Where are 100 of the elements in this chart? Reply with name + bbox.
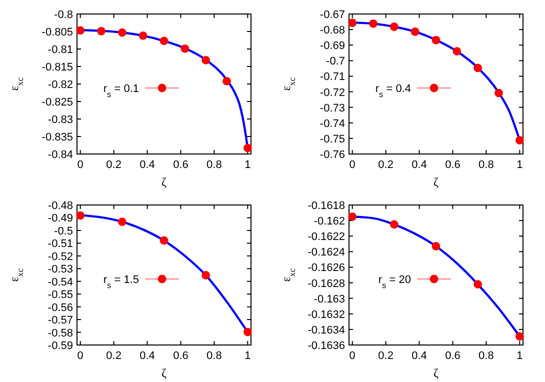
point [118,28,126,37]
x-tick-label: 0.4 [140,350,155,362]
x-tick-label: 0.8 [206,350,222,362]
y-tick-label: -0.8 [54,9,73,21]
point [515,332,524,341]
point [390,220,398,229]
x-tick-label: 0.6 [173,159,188,171]
point [76,26,85,35]
y-tick-label: -0.71 [320,71,345,84]
legend-label: r$_{s}$ = 1.5 [103,274,139,290]
point [243,144,252,152]
x-tick-label: 0 [77,350,84,362]
point [410,28,420,36]
y-tick-label: -0.76 [320,149,345,161]
x-tick-label: 0.2 [106,159,122,171]
point [515,136,524,145]
point [202,56,210,64]
point [243,328,252,336]
y-tick-label: -0.1622 [308,231,345,244]
x-axis-title: ζ [434,366,439,380]
y-tick-label: -0.5 [54,225,73,238]
y-tick-label: -0.55 [48,289,73,302]
y-tick-label: -0.75 [320,133,345,146]
point [202,271,210,280]
y-tick-label: -0.52 [48,250,73,263]
point [138,32,148,40]
point [348,212,357,221]
x-axis-title: ζ [434,175,439,189]
y-tick-label: -0.83 [48,114,73,126]
x-tick-label: 0.8 [478,159,494,171]
y-tick-label: -0.68 [320,24,345,37]
x-tick-label: 0 [349,159,356,171]
y-tick-label: -0.57 [48,314,73,327]
y-tick-label: -0.835 [42,132,73,144]
legend-label: r$_{s}$ = 0.1 [103,83,139,98]
y-tick-label: -0.51 [48,238,73,250]
x-axis-title: ζ [162,175,167,189]
legend-label: r$_{s}$ = 0.4 [375,83,411,98]
y-tick-label: -0.58 [48,327,73,340]
point [97,26,106,36]
point [180,44,190,53]
y-tick-label: -0.73 [320,102,345,114]
x-tick-label: 0.4 [412,350,427,362]
x-tick-label: 0.6 [445,159,460,171]
point [160,236,168,245]
y-tick-label: -0.84 [48,149,73,161]
y-tick-label: -0.1632 [308,308,345,321]
x-tick-label: 0.4 [412,159,427,171]
y-tick-label: -0.1628 [308,278,345,290]
x-tick-label: 0 [77,159,84,171]
y-tick-label: -0.1634 [308,324,345,336]
point [76,211,85,220]
x-tick-label: 1 [516,350,523,362]
x-tick-label: 0.8 [478,350,494,362]
x-tick-label: 0.4 [140,159,155,171]
point [369,19,378,28]
y-tick-label: -0.162 [314,216,345,228]
x-tick-label: 0.6 [173,350,188,362]
y-tick-label: -0.805 [42,26,73,38]
x-tick-label: 0.8 [206,159,222,171]
x-tick-label: 0.6 [445,350,460,362]
legend-label: r$_{s}$ = 20 [378,274,411,290]
y-tick-label: -0.54 [48,276,73,288]
y-tick-label: -0.74 [320,118,345,130]
point [474,280,482,289]
y-tick-label: -0.69 [320,40,345,52]
y-tick-label: -0.825 [42,96,73,108]
y-tick-label: -0.1636 [308,340,345,352]
y-tick-label: -0.48 [48,200,73,212]
y-tick-label: -0.72 [320,86,345,99]
point [222,77,231,86]
y-tick-label: -0.815 [42,62,73,74]
point [390,22,398,31]
y-tick-label: -0.49 [48,212,73,225]
y-tick-label: -0.7 [326,56,345,68]
point [474,64,482,72]
point [118,218,126,226]
point [452,47,462,56]
x-axis-title: ζ [162,366,167,380]
y-tick-label: -0.82 [48,79,73,91]
x-tick-label: 1 [244,159,251,171]
point [160,36,168,46]
y-tick-label: -0.163 [314,293,345,306]
y-tick-label: -0.53 [48,264,73,276]
y-tick-label: -0.1618 [308,200,345,212]
x-tick-label: 0.2 [378,159,394,171]
y-tick-label: -0.1626 [308,262,345,274]
point [432,36,440,44]
x-tick-label: 0 [349,350,356,362]
x-tick-label: 0.2 [378,350,394,362]
x-tick-label: 1 [244,350,251,362]
x-tick-label: 1 [516,159,523,171]
point [348,18,357,28]
y-tick-label: -0.59 [48,340,73,352]
y-tick-label: -0.81 [48,44,73,56]
point [432,242,440,250]
y-tick-label: -0.1624 [308,246,345,259]
y-tick-label: -0.67 [320,9,345,21]
y-tick-label: -0.56 [48,302,73,314]
point [494,88,503,98]
